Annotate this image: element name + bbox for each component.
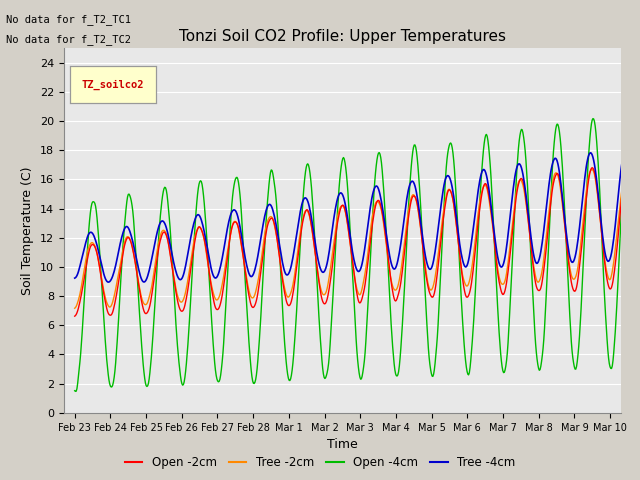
Tree -4cm xyxy=(623,144,630,149)
Title: Tonzi Soil CO2 Profile: Upper Temperatures: Tonzi Soil CO2 Profile: Upper Temperatur… xyxy=(179,29,506,44)
Open -4cm xyxy=(139,353,147,359)
Tree -4cm xyxy=(244,265,252,271)
Tree -4cm xyxy=(272,220,280,226)
X-axis label: Time: Time xyxy=(327,438,358,451)
Tree -2cm xyxy=(138,295,145,301)
Tree -4cm xyxy=(294,227,301,233)
Open -4cm xyxy=(244,316,252,322)
Line: Tree -2cm: Tree -2cm xyxy=(75,164,640,308)
Open -2cm xyxy=(271,224,279,229)
Tree -4cm xyxy=(71,275,79,281)
Open -2cm xyxy=(451,211,459,217)
Open -2cm xyxy=(138,299,145,305)
Tree -2cm xyxy=(243,276,250,282)
Legend: Open -2cm, Tree -2cm, Open -4cm, Tree -4cm: Open -2cm, Tree -2cm, Open -4cm, Tree -4… xyxy=(120,452,520,474)
Open -2cm xyxy=(419,248,427,253)
Open -2cm xyxy=(624,160,632,166)
Tree -2cm xyxy=(419,246,427,252)
Y-axis label: Soil Temperature (C): Soil Temperature (C) xyxy=(22,166,35,295)
Tree -2cm xyxy=(271,225,279,231)
Open -4cm xyxy=(272,192,280,198)
Open -2cm xyxy=(71,313,79,319)
Tree -4cm xyxy=(452,211,460,216)
Tree -4cm xyxy=(139,278,147,284)
Line: Open -2cm: Open -2cm xyxy=(75,163,640,316)
Tree -4cm xyxy=(420,244,428,250)
Tree -2cm xyxy=(623,161,631,167)
Open -4cm xyxy=(72,388,79,394)
Text: No data for f_T2_TC2: No data for f_T2_TC2 xyxy=(6,34,131,45)
Line: Open -4cm: Open -4cm xyxy=(75,113,640,391)
Text: No data for f_T2_TC1: No data for f_T2_TC1 xyxy=(6,14,131,25)
Open -2cm xyxy=(292,265,300,271)
Open -4cm xyxy=(452,190,460,195)
Open -4cm xyxy=(625,110,632,116)
Open -4cm xyxy=(71,388,79,394)
Open -4cm xyxy=(294,295,301,301)
Tree -4cm xyxy=(104,279,112,285)
Tree -2cm xyxy=(71,305,79,311)
Tree -2cm xyxy=(292,257,300,263)
Open -4cm xyxy=(420,266,428,272)
Tree -2cm xyxy=(451,213,459,218)
Line: Tree -4cm: Tree -4cm xyxy=(75,146,640,282)
Open -2cm xyxy=(243,279,250,285)
